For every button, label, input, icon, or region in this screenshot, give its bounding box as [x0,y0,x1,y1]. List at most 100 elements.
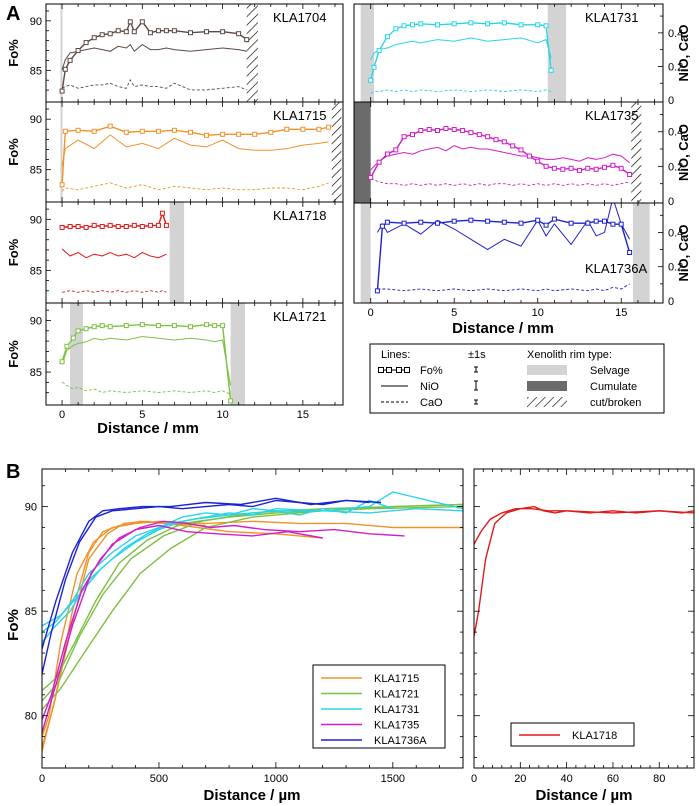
legend-fo-marker [386,367,392,373]
series-line-kla1736a [42,497,382,649]
rim-selvage-band [360,203,371,303]
fo-point [220,29,226,35]
legend-lines-title: Lines: [381,349,410,361]
fo-point [326,124,332,130]
fo-point [75,127,81,133]
y-tick-label: 0.2 [668,61,683,73]
series-line-kla1735 [42,520,405,721]
legend-nio-label: NiO [420,381,439,393]
y-tick-label: 0 [668,296,674,308]
rim-selvage-band [230,303,246,405]
fo-point [139,322,145,328]
fo-point [384,34,390,40]
subplot-kla1715: KLA1715 85 90 Fo% [6,101,344,203]
fo-point [376,48,382,53]
fo-point [368,175,374,180]
y-tick-label: 90 [30,16,42,28]
fo-point [485,21,491,27]
fo-point [451,127,457,132]
y-tick-label: 85 [30,65,42,77]
fo-point [99,32,105,38]
panel-label-b: B [6,461,20,483]
fo-point [123,29,129,35]
x-tick-label: 500 [150,773,168,785]
fo-point [131,29,137,35]
series-fo-kla1715 [61,125,329,185]
fo-point [244,37,250,43]
fo-point [155,323,161,329]
fo-point [127,19,133,25]
y-tick-label: 80 [25,711,37,723]
fo-point [64,343,70,349]
fo-point [418,128,424,133]
fo-point [543,23,549,29]
fo-point [384,219,390,225]
legend-label-kla1715: KLA1715 [374,673,419,685]
panel-label-a: A [6,3,20,25]
series-line-kla1731 [42,491,463,643]
legend-fo-marker [378,367,384,373]
fo-point [627,172,633,177]
fo-point [163,28,169,34]
fo-point [577,167,582,173]
panel-b-legend: KLA1715 KLA1721 KLA1731 KLA1735 KLA1736A [312,664,446,749]
fo-point [115,224,121,229]
rim-selvage-band [60,102,63,202]
fo-point [551,165,557,171]
fo-point [123,129,129,135]
x-tick-label: 10 [216,409,228,421]
y-axis-label-fo: Fo% [6,138,21,166]
fo-point [300,126,306,132]
fo-point [460,128,466,133]
fo-point [374,288,380,294]
fo-point [147,30,153,36]
x-tick-label: 0 [368,307,374,319]
legend-cumulate-swatch [527,381,567,391]
y-tick-label: 90 [25,502,37,514]
fo-point [70,335,76,341]
fo-point [485,134,491,140]
x-tick-label: 15 [615,307,627,319]
fo-point [560,166,566,172]
rim-selvage-band [547,4,567,102]
panel-a-plots: KLA1704 85 90 Fo% KLA1715 85 90 Fo% KLA1718 85 90 F… [6,3,691,421]
y-tick-label: 85 [30,265,42,277]
x-tick-label: 0 [39,773,45,785]
fo-point [59,225,65,230]
fo-point [91,324,97,330]
series-fo-kla1704 [61,19,248,92]
x-tick-label: 5 [139,409,145,421]
fo-point [618,221,624,227]
series-fo-kla1721 [61,323,232,401]
fo-point [476,132,482,138]
y-tick-label: 0.4 [668,227,683,239]
rim-cut-band [246,4,258,102]
fo-point [220,323,226,329]
legend-label-kla1736a: KLA1736A [374,735,427,747]
series-line-kla1731 [42,507,463,627]
fo-point [107,31,113,37]
plot-frame [473,468,695,769]
fo-point [115,28,121,34]
fo-point [123,323,129,329]
series-nio-kla1736a [376,203,631,251]
fo-point [268,129,274,135]
legend-selvage-label: Selvage [590,365,630,377]
fo-point [59,359,65,365]
legend-cumulate-label: Cumulate [590,381,637,393]
legend-label-kla1721: KLA1721 [374,689,419,701]
fo-point [435,128,440,133]
series-fo-kla1731 [370,22,552,81]
fo-point [188,129,193,135]
fo-point [236,31,242,37]
fo-point [204,322,209,328]
fo-point [212,323,218,329]
series-cao-kla1721 [61,381,231,395]
fo-point [485,218,491,224]
series-line-kla1715 [42,520,323,748]
fo-point [368,77,374,83]
subplot-kla1718: KLA1718 85 90 Fo% [6,201,344,304]
x-tick-label: 5 [451,307,457,319]
series-cao-kla1736a [377,283,630,292]
